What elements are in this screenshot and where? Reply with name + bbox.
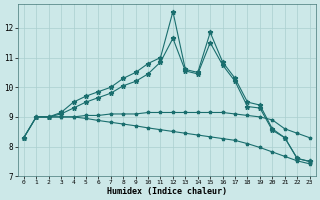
X-axis label: Humidex (Indice chaleur): Humidex (Indice chaleur) [107,187,227,196]
